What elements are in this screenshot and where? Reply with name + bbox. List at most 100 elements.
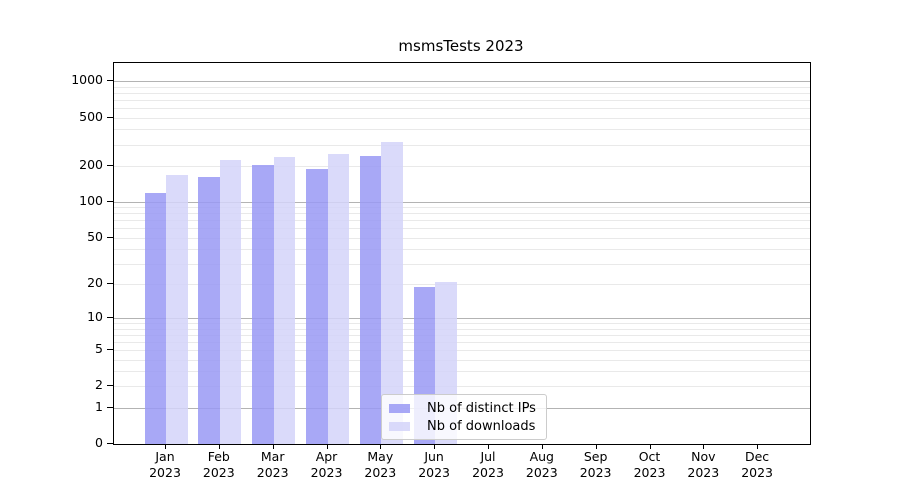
plot-area: Nb of distinct IPs Nb of downloads <box>113 62 811 445</box>
gridline-minor <box>114 334 810 336</box>
x-tick-year: 2023 <box>579 465 612 480</box>
x-tick-label: Jun 2023 <box>407 449 461 481</box>
x-tick-label: Nov 2023 <box>676 449 730 481</box>
gridline-minor <box>114 350 810 351</box>
gridline-minor <box>114 328 810 330</box>
gridline-minor <box>114 341 810 343</box>
x-tick-label: Jul 2023 <box>461 449 515 481</box>
gridline-minor <box>114 165 810 167</box>
bar-distinct-ips <box>198 177 220 444</box>
bar-downloads <box>273 157 296 444</box>
x-tick-mark <box>595 445 597 449</box>
y-tick-mark <box>107 283 113 285</box>
y-tick-label: 2 <box>95 377 103 393</box>
gridline-minor <box>114 213 810 215</box>
gridline-minor <box>114 263 810 265</box>
bar-downloads <box>166 174 188 444</box>
legend-label: Nb of downloads <box>427 418 536 434</box>
legend: Nb of distinct IPs Nb of downloads <box>381 394 547 440</box>
y-tick-label: 5 <box>95 341 103 356</box>
chart-title: msmsTests 2023 <box>398 37 524 55</box>
gridline-major <box>114 201 810 203</box>
y-tick-mark <box>107 164 113 166</box>
y-tick-mark <box>107 236 113 238</box>
y-tick-mark <box>107 200 113 202</box>
x-tick-year: 2023 <box>202 465 235 480</box>
gridline-minor <box>114 386 810 388</box>
x-tick-month: Nov <box>691 449 716 464</box>
bar-distinct-ips <box>252 164 274 444</box>
legend-row: Nb of distinct IPs <box>389 399 536 417</box>
legend-swatch <box>389 421 410 431</box>
x-tick-year: 2023 <box>149 465 181 480</box>
x-tick-mark <box>488 445 489 449</box>
gridline-minor <box>114 323 810 325</box>
y-tick-label: 0 <box>95 435 103 450</box>
legend-label: Nb of distinct IPs <box>427 400 536 416</box>
x-tick-mark <box>541 445 543 449</box>
x-tick-mark <box>326 445 328 449</box>
y-tick-mark <box>107 317 113 319</box>
y-tick-mark <box>107 443 113 444</box>
x-tick-label: Mar 2023 <box>246 449 300 481</box>
gridline-minor <box>114 284 810 286</box>
y-tick-mark <box>107 116 113 118</box>
x-tick-year: 2023 <box>687 465 720 480</box>
bar-downloads <box>327 153 349 444</box>
x-tick-month: Jul <box>480 449 496 464</box>
gridline-minor <box>114 117 810 119</box>
gridline-minor <box>114 220 810 222</box>
legend-row: Nb of downloads <box>389 417 536 435</box>
x-tick-label: Sep 2023 <box>569 449 623 481</box>
x-tick-label: Apr 2023 <box>300 449 354 481</box>
x-tick-month: Sep <box>583 449 608 464</box>
x-tick-label: May 2023 <box>353 449 407 481</box>
x-tick-label: Aug 2023 <box>515 449 569 481</box>
bar-distinct-ips <box>359 156 382 444</box>
y-tick-mark <box>107 349 113 350</box>
gridline-minor <box>114 249 810 251</box>
x-tick-label: Jan 2023 <box>138 449 192 481</box>
y-tick-label: 20 <box>87 275 103 291</box>
x-tick-month: Aug <box>529 449 554 464</box>
gridline-major <box>114 81 810 83</box>
x-tick-year: 2023 <box>256 465 289 480</box>
gridline-minor <box>114 129 810 131</box>
x-tick-label: Feb 2023 <box>192 449 246 481</box>
gridline-minor <box>114 144 810 146</box>
x-tick-year: 2023 <box>310 465 343 480</box>
gridline-major <box>114 318 810 320</box>
x-tick-mark <box>757 445 759 449</box>
y-tick-label: 200 <box>79 156 103 172</box>
x-tick-month: Dec <box>744 449 770 464</box>
legend-swatch <box>389 403 410 413</box>
x-tick-year: 2023 <box>472 465 504 480</box>
y-tick-mark <box>107 80 113 82</box>
y-tick-label: 10 <box>87 309 103 325</box>
gridline-minor <box>114 228 810 230</box>
x-tick-mark <box>272 445 274 449</box>
x-tick-label: Dec 2023 <box>730 449 784 481</box>
y-tick-label: 100 <box>79 192 103 208</box>
gridline-minor <box>114 86 810 88</box>
x-tick-year: 2023 <box>418 465 450 480</box>
x-tick-month: Feb <box>207 449 230 464</box>
x-tick-month: Oct <box>638 449 661 464</box>
gridline-minor <box>114 359 810 361</box>
y-tick-label: 1 <box>95 398 103 414</box>
bar-downloads <box>219 159 242 444</box>
x-tick-month: Mar <box>260 449 285 464</box>
gridline-minor <box>114 93 810 95</box>
x-tick-month: Jan <box>155 449 175 464</box>
bar-downloads <box>381 141 403 444</box>
gridline-minor <box>114 237 810 239</box>
x-tick-year: 2023 <box>633 465 666 480</box>
gridline-minor <box>114 371 810 373</box>
y-tick-label: 50 <box>87 228 103 244</box>
x-tick-month: May <box>367 449 394 464</box>
gridline-minor <box>114 108 810 110</box>
x-tick-mark <box>380 445 382 449</box>
x-tick-mark <box>703 445 705 449</box>
x-tick-mark <box>218 445 220 449</box>
